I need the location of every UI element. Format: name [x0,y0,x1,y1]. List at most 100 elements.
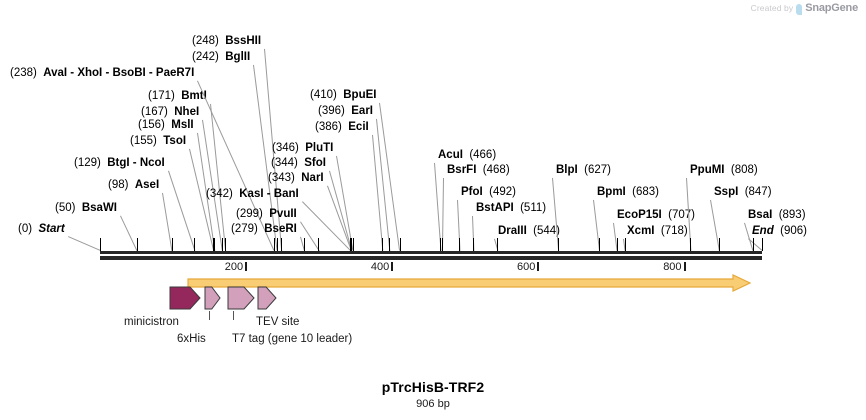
feature-leader-line [209,311,210,320]
cut-site-tick [624,238,626,251]
feature-label[interactable]: TEV site [256,316,300,328]
enzyme-name: PpuMI [690,164,725,176]
enzyme-name: TsoI [163,135,187,147]
cut-site-tick [281,238,283,251]
feature-arrow-shape [169,286,201,310]
cut-site-tick [459,238,461,251]
enzyme-label[interactable]: DraIII (544) [498,225,560,237]
enzyme-name: BstAPI [476,202,514,214]
enzyme-name: PluTI [305,142,334,154]
enzyme-label[interactable]: (396) EarI [318,105,373,117]
feature-arrow[interactable] [227,286,256,311]
enzyme-position: (410) [310,89,337,101]
enzyme-label[interactable]: (299) PvuII [236,208,297,220]
enzyme-label[interactable]: (0) Start [18,223,65,235]
enzyme-position: (847) [744,186,772,198]
sequence-backbone-bottom [100,256,762,260]
enzyme-label[interactable]: BlpI (627) [556,164,611,176]
enzyme-position: (242) [192,51,219,63]
enzyme-label[interactable]: (343) NarI [268,172,324,184]
enzyme-label[interactable]: (167) NheI [141,106,199,118]
enzyme-name: BlpI [556,164,578,176]
feature-label[interactable]: minicistron [124,316,179,328]
feature-arrow[interactable] [257,286,278,311]
enzyme-label[interactable]: SspI (847) [714,186,772,198]
feature-label[interactable]: T7 tag (gene 10 leader) [232,333,353,345]
enzyme-label[interactable]: BstAPI (511) [476,202,546,214]
cut-site-tick [752,238,754,251]
enzyme-label[interactable]: (98) AseI [108,179,159,191]
feature-arrow-shape [227,286,255,310]
cut-site-tick [349,238,351,251]
watermark-prefix: Created by [750,3,794,13]
enzyme-label[interactable]: AcuI (466) [438,149,496,161]
feature-label[interactable]: 6xHis [177,333,206,345]
enzyme-label[interactable]: BsrFI (468) [447,164,510,176]
ruler-tick [245,262,248,271]
enzyme-leader-line [371,134,384,251]
cut-site-tick [441,238,443,251]
cut-site-tick [718,238,720,251]
feature-arrow[interactable] [169,286,202,311]
enzyme-position: (342) [206,188,233,200]
enzyme-name: BglII [225,51,251,63]
enzyme-name: PvuII [269,208,297,220]
enzyme-name: BssHII [225,35,262,47]
enzyme-label[interactable]: (238) AvaI - XhoI - BsoBI - PaeR7I [10,67,194,79]
enzyme-label[interactable]: (386) EciI [315,121,369,133]
enzyme-label[interactable]: (346) PluTI [272,142,333,154]
enzyme-name: BseRI [264,223,297,235]
enzyme-position: (718) [660,225,688,237]
ruler-label: 600 [517,261,536,273]
feature-arrow[interactable] [204,286,222,311]
enzyme-position: (466) [469,149,497,161]
enzyme-label[interactable]: (410) BpuEI [310,89,376,101]
enzyme-label[interactable]: (242) BglII [192,51,250,63]
enzyme-name: BsrFI [447,164,477,176]
cut-site-tick [136,238,138,251]
cut-site-tick [351,238,353,251]
enzyme-label[interactable]: (129) BtgI - NcoI [74,157,165,169]
enzyme-position: (0) [18,223,33,235]
enzyme-label[interactable]: BpmI (683) [597,186,659,198]
enzyme-position: (155) [130,135,157,147]
cut-site-tick [389,238,391,251]
ruler-label: 400 [370,261,390,273]
enzyme-label[interactable]: (344) SfoI [271,157,326,169]
enzyme-position: (238) [10,67,37,79]
enzyme-label[interactable]: (171) BmtI [148,90,207,102]
enzyme-name: AcuI [438,149,463,161]
enzyme-name: KasI - BanI [239,188,299,200]
enzyme-position: (156) [138,119,165,131]
enzyme-position: (396) [318,105,345,117]
enzyme-label[interactable]: (50) BsaWI [55,202,117,214]
enzyme-name: EciI [348,121,369,133]
enzyme-name: BpmI [597,186,626,198]
enzyme-position: (299) [236,208,263,220]
enzyme-label[interactable]: XcmI (718) [627,225,688,237]
enzyme-name: AvaI - XhoI - BsoBI - PaeR7I [43,67,195,79]
enzyme-label[interactable]: PpuMI (808) [690,164,758,176]
enzyme-position: (98) [108,179,129,191]
sequence-backbone-top [100,251,762,254]
cut-site-tick [276,238,278,251]
enzyme-label[interactable]: End (906) [752,225,807,237]
enzyme-label[interactable]: (155) TsoI [130,135,186,147]
enzyme-name: Start [38,223,65,235]
cut-site-tick [440,238,442,251]
cut-site-tick [100,238,101,251]
enzyme-position: (492) [489,186,516,198]
enzyme-label[interactable]: PfoI (492) [461,186,516,198]
enzyme-position: (50) [55,202,76,214]
enzyme-position: (627) [584,164,611,176]
cut-site-tick [273,238,275,251]
enzyme-label[interactable]: BsaI (893) [748,209,806,221]
enzyme-name: AseI [134,179,160,191]
enzyme-label[interactable]: (248) BssHII [192,35,261,47]
enzyme-label[interactable]: (342) KasI - BanI [206,188,299,200]
enzyme-label[interactable]: (156) MslI [138,119,194,131]
enzyme-leader-line [301,201,351,251]
enzyme-position: (344) [271,157,298,169]
enzyme-label[interactable]: EcoP15I (707) [617,209,695,221]
enzyme-label[interactable]: (279) BseRI [231,223,297,235]
